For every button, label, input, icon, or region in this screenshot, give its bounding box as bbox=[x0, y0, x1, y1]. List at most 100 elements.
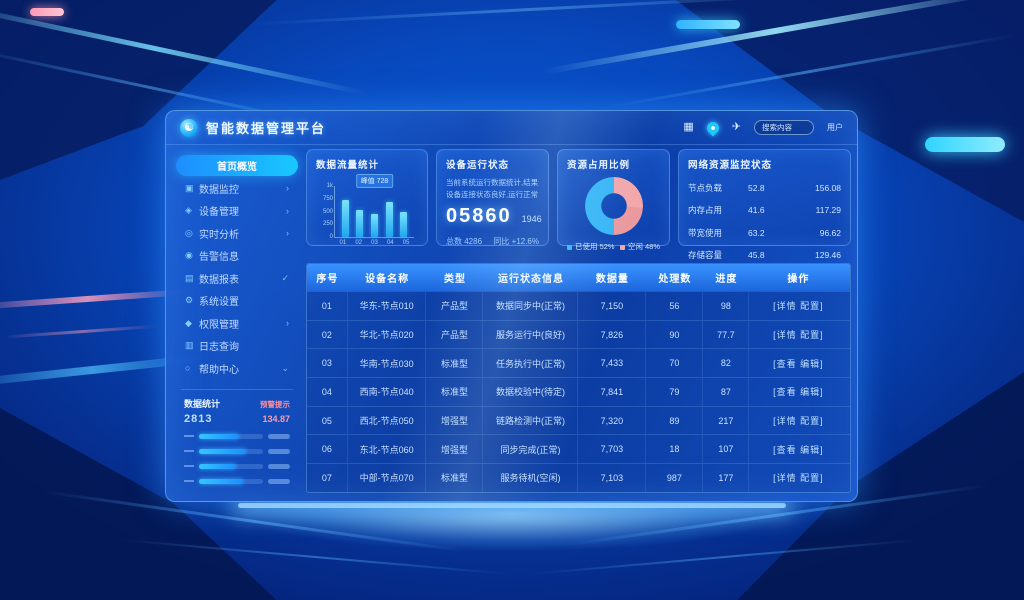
table-header-row: 序号 设备名称 类型 运行状态信息 数据量 处理数 进度 操作 bbox=[307, 264, 850, 291]
widget-bar bbox=[199, 463, 263, 469]
monitor-right-value: 129.46 bbox=[815, 250, 841, 260]
monitor-mid-value: 63.2 bbox=[748, 227, 765, 238]
bar bbox=[370, 214, 378, 237]
device-icon: ◈ bbox=[185, 205, 192, 216]
sidebar-item-3[interactable]: ◎ 实时分析 › bbox=[176, 222, 298, 245]
dash-icon bbox=[184, 465, 194, 467]
sidebar-item-label: 系统设置 bbox=[199, 297, 239, 309]
big-value-unit: 1946 bbox=[521, 214, 542, 225]
monitor-mid-value: 45.8 bbox=[748, 250, 765, 260]
grid-icon[interactable]: ▦ bbox=[683, 121, 694, 133]
help-icon: ○ bbox=[185, 363, 191, 374]
row-action-buttons[interactable]: [查看 编辑] bbox=[773, 358, 824, 369]
gear-icon: ⚙ bbox=[185, 295, 194, 306]
row-action-buttons[interactable]: [详情 配置] bbox=[773, 330, 824, 341]
bg-beam bbox=[120, 539, 510, 575]
panel-header: ☯ 智能数据管理平台 ▦ ✈ 搜索内容 用户 bbox=[166, 111, 857, 145]
sidebar-item-label: 数据监控 bbox=[199, 184, 239, 196]
stat-cards-row: 数据流量统计 峰值 728 1k 750 500 250 0 bbox=[306, 149, 851, 260]
sidebar-item-0[interactable]: 首页概览 bbox=[176, 155, 298, 176]
row-action-buttons[interactable]: [详情 配置] bbox=[773, 473, 824, 484]
sidebar-item-6[interactable]: ⚙ 系统设置 bbox=[176, 290, 298, 313]
monitor-right-value: 96.62 bbox=[819, 227, 841, 238]
bg-beam bbox=[602, 33, 1018, 110]
widget-alert-badge: 预警提示 bbox=[260, 399, 290, 409]
stat-left: 总数 4286 bbox=[446, 237, 483, 247]
monitor-right-value: 156.08 bbox=[815, 182, 841, 193]
report-icon: ▤ bbox=[185, 272, 194, 283]
sidebar-item-9[interactable]: ○ 帮助中心 ⌄ bbox=[176, 357, 298, 380]
log-icon: ▥ bbox=[185, 340, 194, 351]
widget-value-pill bbox=[268, 463, 290, 469]
permission-icon: ◆ bbox=[185, 317, 192, 328]
search-input[interactable]: 搜索内容 bbox=[754, 120, 814, 135]
sidebar-stats-widget: 数据统计 预警提示 2813 134.87 bbox=[176, 397, 298, 489]
table-row[interactable]: 03 华南-节点030 标准型 任务执行中(正常) 7,433 70 82 [查… bbox=[307, 348, 850, 378]
widget-bar-fill bbox=[199, 478, 243, 484]
table-row[interactable]: 06 东北-节点060 增强型 同步完成(正常) 7,703 18 107 [查… bbox=[307, 434, 850, 464]
bar bbox=[341, 200, 349, 237]
widget-row bbox=[178, 474, 296, 489]
row-action-buttons[interactable]: [查看 编辑] bbox=[773, 387, 824, 398]
sidebar-item-label: 设备管理 bbox=[199, 207, 239, 219]
monitor-row: 带宽使用 63.2 96.62 bbox=[688, 227, 841, 238]
widget-bar bbox=[199, 433, 263, 439]
bg-beam-pink bbox=[8, 324, 158, 339]
bg-beam bbox=[530, 539, 920, 575]
status-line: 设备连接状态良好,运行正常 bbox=[446, 189, 539, 199]
card-title: 资源占用比例 bbox=[567, 160, 631, 171]
bird-icon[interactable]: ✈ bbox=[731, 121, 741, 133]
data-table: 序号 设备名称 类型 运行状态信息 数据量 处理数 进度 操作 01 华东-节点… bbox=[306, 263, 851, 493]
bar bbox=[400, 211, 408, 237]
card-title: 数据流量统计 bbox=[316, 160, 380, 171]
x-axis-ticks: 01 02 03 04 05 bbox=[339, 240, 410, 246]
bg-neon-capsule bbox=[925, 137, 1005, 152]
sidebar-item-8[interactable]: ▥ 日志查询 bbox=[176, 335, 298, 358]
sidebar-item-label: 数据报表 bbox=[199, 274, 239, 286]
main-content: 数据流量统计 峰值 728 1k 750 500 250 0 bbox=[306, 149, 851, 493]
widget-bar bbox=[199, 478, 263, 484]
stat-right: 同比 +12.6% bbox=[493, 237, 539, 247]
sidebar-item-label: 实时分析 bbox=[199, 229, 239, 241]
widget-value-pill bbox=[268, 478, 290, 484]
alert-icon: ◉ bbox=[185, 250, 193, 261]
sidebar-item-7[interactable]: ◆ 权限管理 › bbox=[176, 312, 298, 335]
bg-neon-capsule bbox=[30, 8, 64, 16]
app-logo-icon: ☯ bbox=[180, 118, 198, 137]
table-row[interactable]: 04 西南-节点040 标准型 数据校验中(待定) 7,841 79 87 [查… bbox=[307, 377, 850, 406]
legend-dot-used bbox=[567, 244, 572, 250]
row-action-buttons[interactable]: [查看 编辑] bbox=[773, 444, 824, 455]
widget-value-right: 134.87 bbox=[262, 413, 290, 424]
sidebar-item-4[interactable]: ◉ 告警信息 bbox=[176, 245, 298, 268]
location-pin-icon[interactable] bbox=[704, 119, 722, 136]
table-row[interactable]: 01 华东-节点010 产品型 数据同步中(正常) 7,150 56 98 [详… bbox=[307, 291, 850, 320]
sidebar-item-1[interactable]: ▣ 数据监控 › bbox=[176, 177, 298, 200]
row-action-buttons[interactable]: [详情 配置] bbox=[773, 301, 824, 312]
y-axis-ticks: 1k 750 500 250 0 bbox=[322, 183, 333, 240]
table-row[interactable]: 05 西北-节点050 增强型 链路检测中(正常) 7,320 89 217 [… bbox=[307, 405, 850, 435]
sidebar-item-label: 首页概览 bbox=[217, 162, 257, 173]
status-card: 设备运行状态 当前系统运行数据统计,结果汇总 设备连接状态良好,运行正常 058… bbox=[436, 149, 549, 246]
sidebar-item-2[interactable]: ◈ 设备管理 › bbox=[176, 200, 298, 223]
table-row[interactable]: 02 华北-节点020 产品型 服务运行中(良好) 7,826 90 77.7 … bbox=[307, 319, 850, 349]
legend-item-free: 空闲 48% bbox=[619, 241, 660, 252]
card-title: 网络资源监控状态 bbox=[688, 160, 773, 171]
sidebar-item-5[interactable]: ▤ 数据报表 ✓ bbox=[176, 267, 298, 290]
resource-monitor-card: 网络资源监控状态 节点负载 52.8 156.08 内存占用 41.6 117.… bbox=[678, 149, 851, 260]
widget-bar bbox=[199, 448, 263, 454]
dash-icon bbox=[184, 480, 194, 482]
dash-icon bbox=[184, 450, 194, 452]
widget-bar-fill bbox=[199, 463, 237, 469]
sidebar-item-label: 帮助中心 bbox=[199, 364, 239, 376]
chart-tooltip: 峰值 728 bbox=[355, 174, 394, 188]
widget-value-left: 2813 bbox=[184, 412, 213, 425]
search-input-value: 搜索内容 bbox=[762, 123, 792, 132]
bar-series bbox=[335, 186, 414, 237]
table-row[interactable]: 07 中部-节点070 标准型 服务待机(空闲) 7,103 987 177 [… bbox=[307, 463, 850, 492]
bg-beam bbox=[543, 0, 1007, 75]
monitor-row: 节点负载 52.8 156.08 bbox=[688, 182, 841, 193]
legend-item-used: 已使用 52% bbox=[567, 241, 615, 252]
widget-row bbox=[178, 444, 296, 459]
row-action-buttons[interactable]: [详情 配置] bbox=[773, 416, 824, 427]
monitor-right-value: 117.29 bbox=[815, 205, 841, 215]
